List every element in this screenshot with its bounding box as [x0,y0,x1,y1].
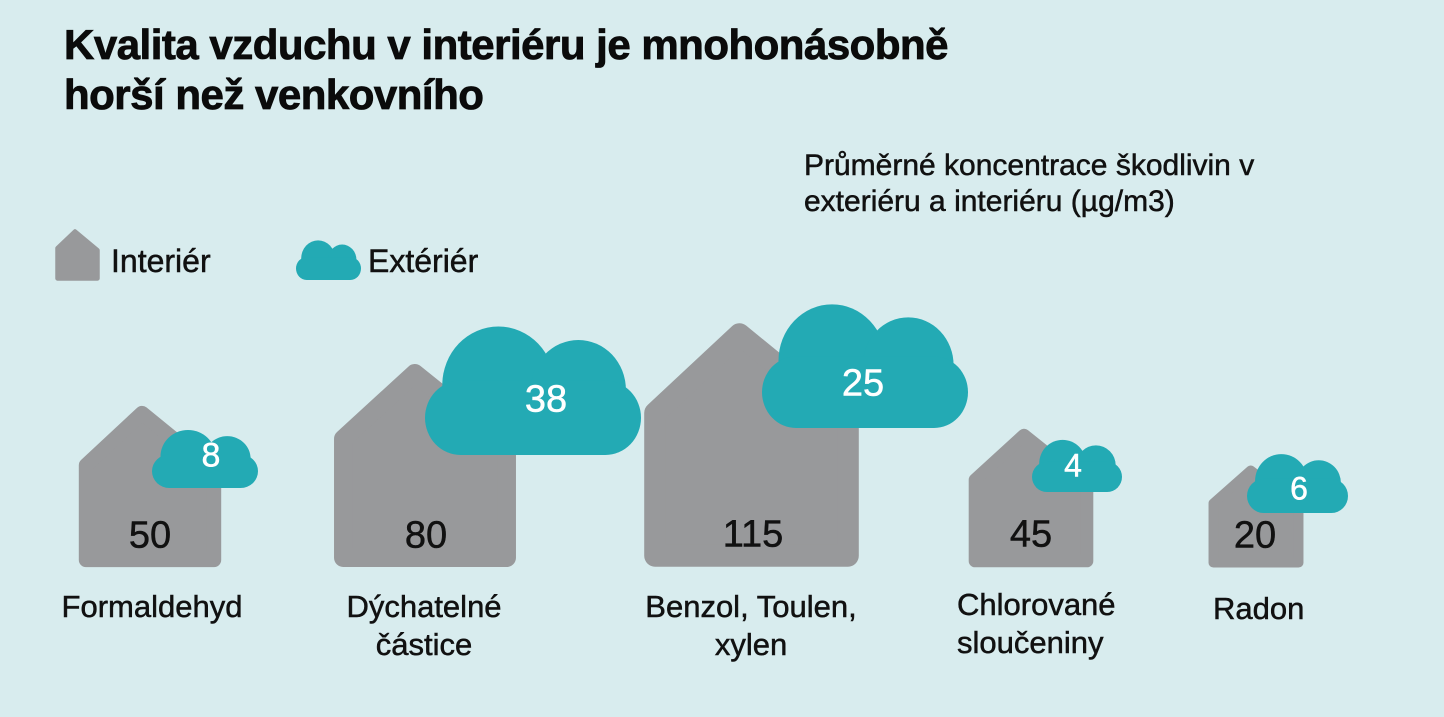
indoor-value: 115 [722,513,784,556]
indoor-value: 20 [1233,514,1277,557]
outdoor-value: 8 [201,436,221,475]
category-label: Chlorované sloučeniny [957,587,1116,660]
outdoor-value: 6 [1290,470,1308,507]
legend-label-indoor: Interiér [111,243,211,280]
cloud-icon [425,326,641,455]
outdoor-value: 4 [1064,447,1082,484]
page-title: Kvalita vzduchu v interiéru je mnohonáso… [64,21,949,118]
cloud-icon [152,430,258,488]
category-label: Radon [1213,591,1305,626]
category-label: Formaldehyd [61,589,243,624]
outdoor-value: 25 [841,362,885,405]
cloud-icon [762,304,968,428]
cloud-icon [1032,439,1122,492]
indoor-value: 45 [1009,513,1053,556]
legend-label-outdoor: Extériér [368,243,479,280]
outdoor-value: 38 [524,378,568,421]
house-icon [55,229,100,281]
indoor-value: 50 [128,514,172,557]
category-label: Dýchatelné částice [346,589,502,662]
cloud-icon [296,240,361,280]
cloud-icon [1247,454,1348,513]
category-label: Benzol, Toulen, xylen [645,589,857,662]
indoor-value: 80 [404,514,448,557]
chart-subtitle: Průměrné koncentrace škodlivin v exterié… [804,149,1255,219]
